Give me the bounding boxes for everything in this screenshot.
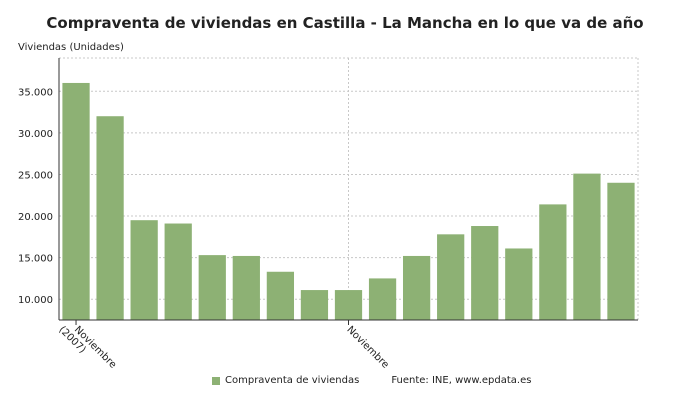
bar	[334, 290, 363, 320]
y-tick-label: 20.000	[18, 212, 53, 223]
x-tick-label: Noviembre	[344, 324, 390, 370]
bar	[164, 223, 192, 320]
bar	[368, 278, 397, 320]
bar	[232, 255, 260, 320]
bar	[300, 290, 329, 320]
bar	[505, 248, 533, 320]
y-tick-label: 15.000	[18, 254, 53, 265]
legend-swatch	[212, 376, 220, 385]
bar	[607, 182, 635, 320]
source-note: Fuente: INE, www.epdata.es	[391, 375, 532, 386]
bar	[96, 116, 124, 320]
bars	[62, 82, 635, 320]
x-tick-label: Noviembre(2007)	[56, 317, 118, 379]
y-tick-label: 10.000	[18, 295, 53, 306]
legend: Compraventa de viviendas Fuente: INE, ww…	[212, 375, 531, 386]
bar	[402, 255, 431, 320]
chart-title: Compraventa de viviendas en Castilla - L…	[46, 14, 644, 32]
bar	[62, 82, 90, 320]
bar	[573, 173, 601, 320]
bar	[471, 226, 499, 320]
y-tick-label: 30.000	[18, 129, 53, 140]
y-axis-label: Viviendas (Unidades)	[18, 42, 124, 53]
y-tick-label: 25.000	[18, 170, 53, 181]
y-tick-label: 35.000	[18, 87, 53, 98]
bar	[437, 234, 465, 320]
legend-label: Compraventa de viviendas	[225, 375, 360, 386]
bar	[198, 255, 226, 320]
bar	[266, 271, 295, 320]
axes	[58, 58, 638, 325]
bar	[130, 220, 158, 320]
bar	[539, 204, 567, 320]
